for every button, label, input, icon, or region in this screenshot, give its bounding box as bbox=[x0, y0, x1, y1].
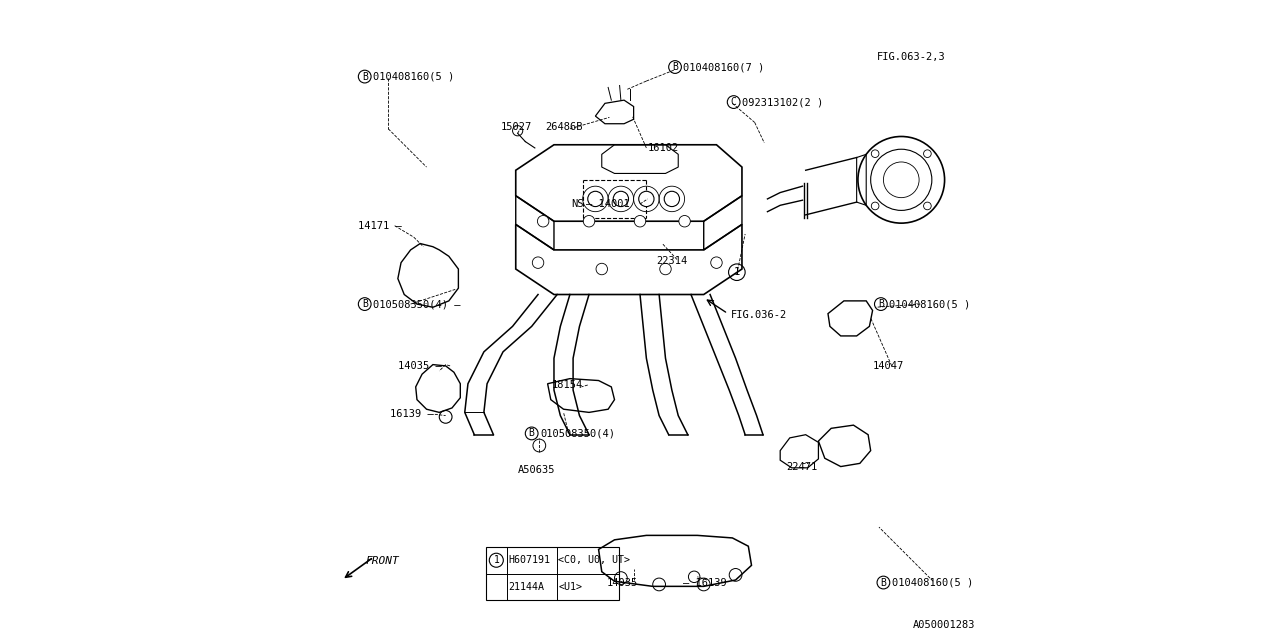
Circle shape bbox=[538, 216, 549, 227]
Text: <C0, U0, UT>: <C0, U0, UT> bbox=[558, 556, 631, 565]
Circle shape bbox=[924, 202, 932, 210]
Text: A50635: A50635 bbox=[517, 465, 556, 475]
Text: A050001283: A050001283 bbox=[913, 620, 975, 630]
Circle shape bbox=[664, 191, 680, 207]
Text: 010408160(7 ): 010408160(7 ) bbox=[684, 62, 764, 72]
Text: FRONT: FRONT bbox=[366, 556, 399, 566]
Circle shape bbox=[678, 216, 690, 227]
Text: — 16139: — 16139 bbox=[684, 577, 727, 588]
Circle shape bbox=[635, 216, 645, 227]
Circle shape bbox=[596, 263, 608, 275]
Text: 15027: 15027 bbox=[500, 122, 532, 132]
Text: 1: 1 bbox=[733, 268, 740, 277]
Text: B: B bbox=[672, 62, 678, 72]
Text: B: B bbox=[529, 428, 535, 438]
Text: 21144A: 21144A bbox=[508, 582, 545, 592]
Text: 22314: 22314 bbox=[655, 257, 687, 266]
Circle shape bbox=[872, 202, 879, 210]
Circle shape bbox=[858, 136, 945, 223]
Circle shape bbox=[659, 263, 671, 275]
Text: H607191: H607191 bbox=[508, 556, 550, 565]
Circle shape bbox=[872, 150, 879, 157]
Text: 14047: 14047 bbox=[873, 361, 904, 371]
Text: 1: 1 bbox=[493, 556, 499, 565]
Circle shape bbox=[584, 216, 595, 227]
Text: 14035: 14035 bbox=[607, 577, 639, 588]
Text: 18154: 18154 bbox=[552, 380, 584, 390]
Text: B: B bbox=[878, 299, 883, 309]
Text: 010508350(4) —: 010508350(4) — bbox=[372, 299, 461, 309]
Circle shape bbox=[588, 191, 603, 207]
Text: 010408160(5 ): 010408160(5 ) bbox=[890, 299, 970, 309]
Text: 010408160(5 ): 010408160(5 ) bbox=[372, 72, 454, 81]
Text: — 14001: — 14001 bbox=[586, 199, 630, 209]
Text: 16139 —: 16139 — bbox=[390, 410, 434, 419]
Text: 26486B: 26486B bbox=[545, 122, 584, 132]
Text: 16102: 16102 bbox=[648, 143, 678, 153]
Text: <U1>: <U1> bbox=[558, 582, 582, 592]
Circle shape bbox=[924, 150, 932, 157]
Circle shape bbox=[710, 257, 722, 268]
Circle shape bbox=[613, 191, 628, 207]
Text: 092313102(2 ): 092313102(2 ) bbox=[742, 97, 823, 107]
Text: 14035 —: 14035 — bbox=[398, 361, 442, 371]
Text: C: C bbox=[731, 97, 736, 107]
Circle shape bbox=[532, 257, 544, 268]
Text: 14171 —: 14171 — bbox=[358, 221, 402, 230]
Text: 010408160(5 ): 010408160(5 ) bbox=[892, 577, 973, 588]
Text: FIG.063-2,3: FIG.063-2,3 bbox=[877, 52, 946, 63]
Text: 22471: 22471 bbox=[787, 461, 818, 472]
Text: B: B bbox=[362, 299, 367, 309]
Circle shape bbox=[639, 191, 654, 207]
Text: FIG.036-2: FIG.036-2 bbox=[731, 310, 787, 320]
Text: B: B bbox=[362, 72, 367, 81]
Text: 010508350(4): 010508350(4) bbox=[540, 428, 614, 438]
Text: NS: NS bbox=[571, 199, 584, 209]
Text: B: B bbox=[881, 577, 886, 588]
